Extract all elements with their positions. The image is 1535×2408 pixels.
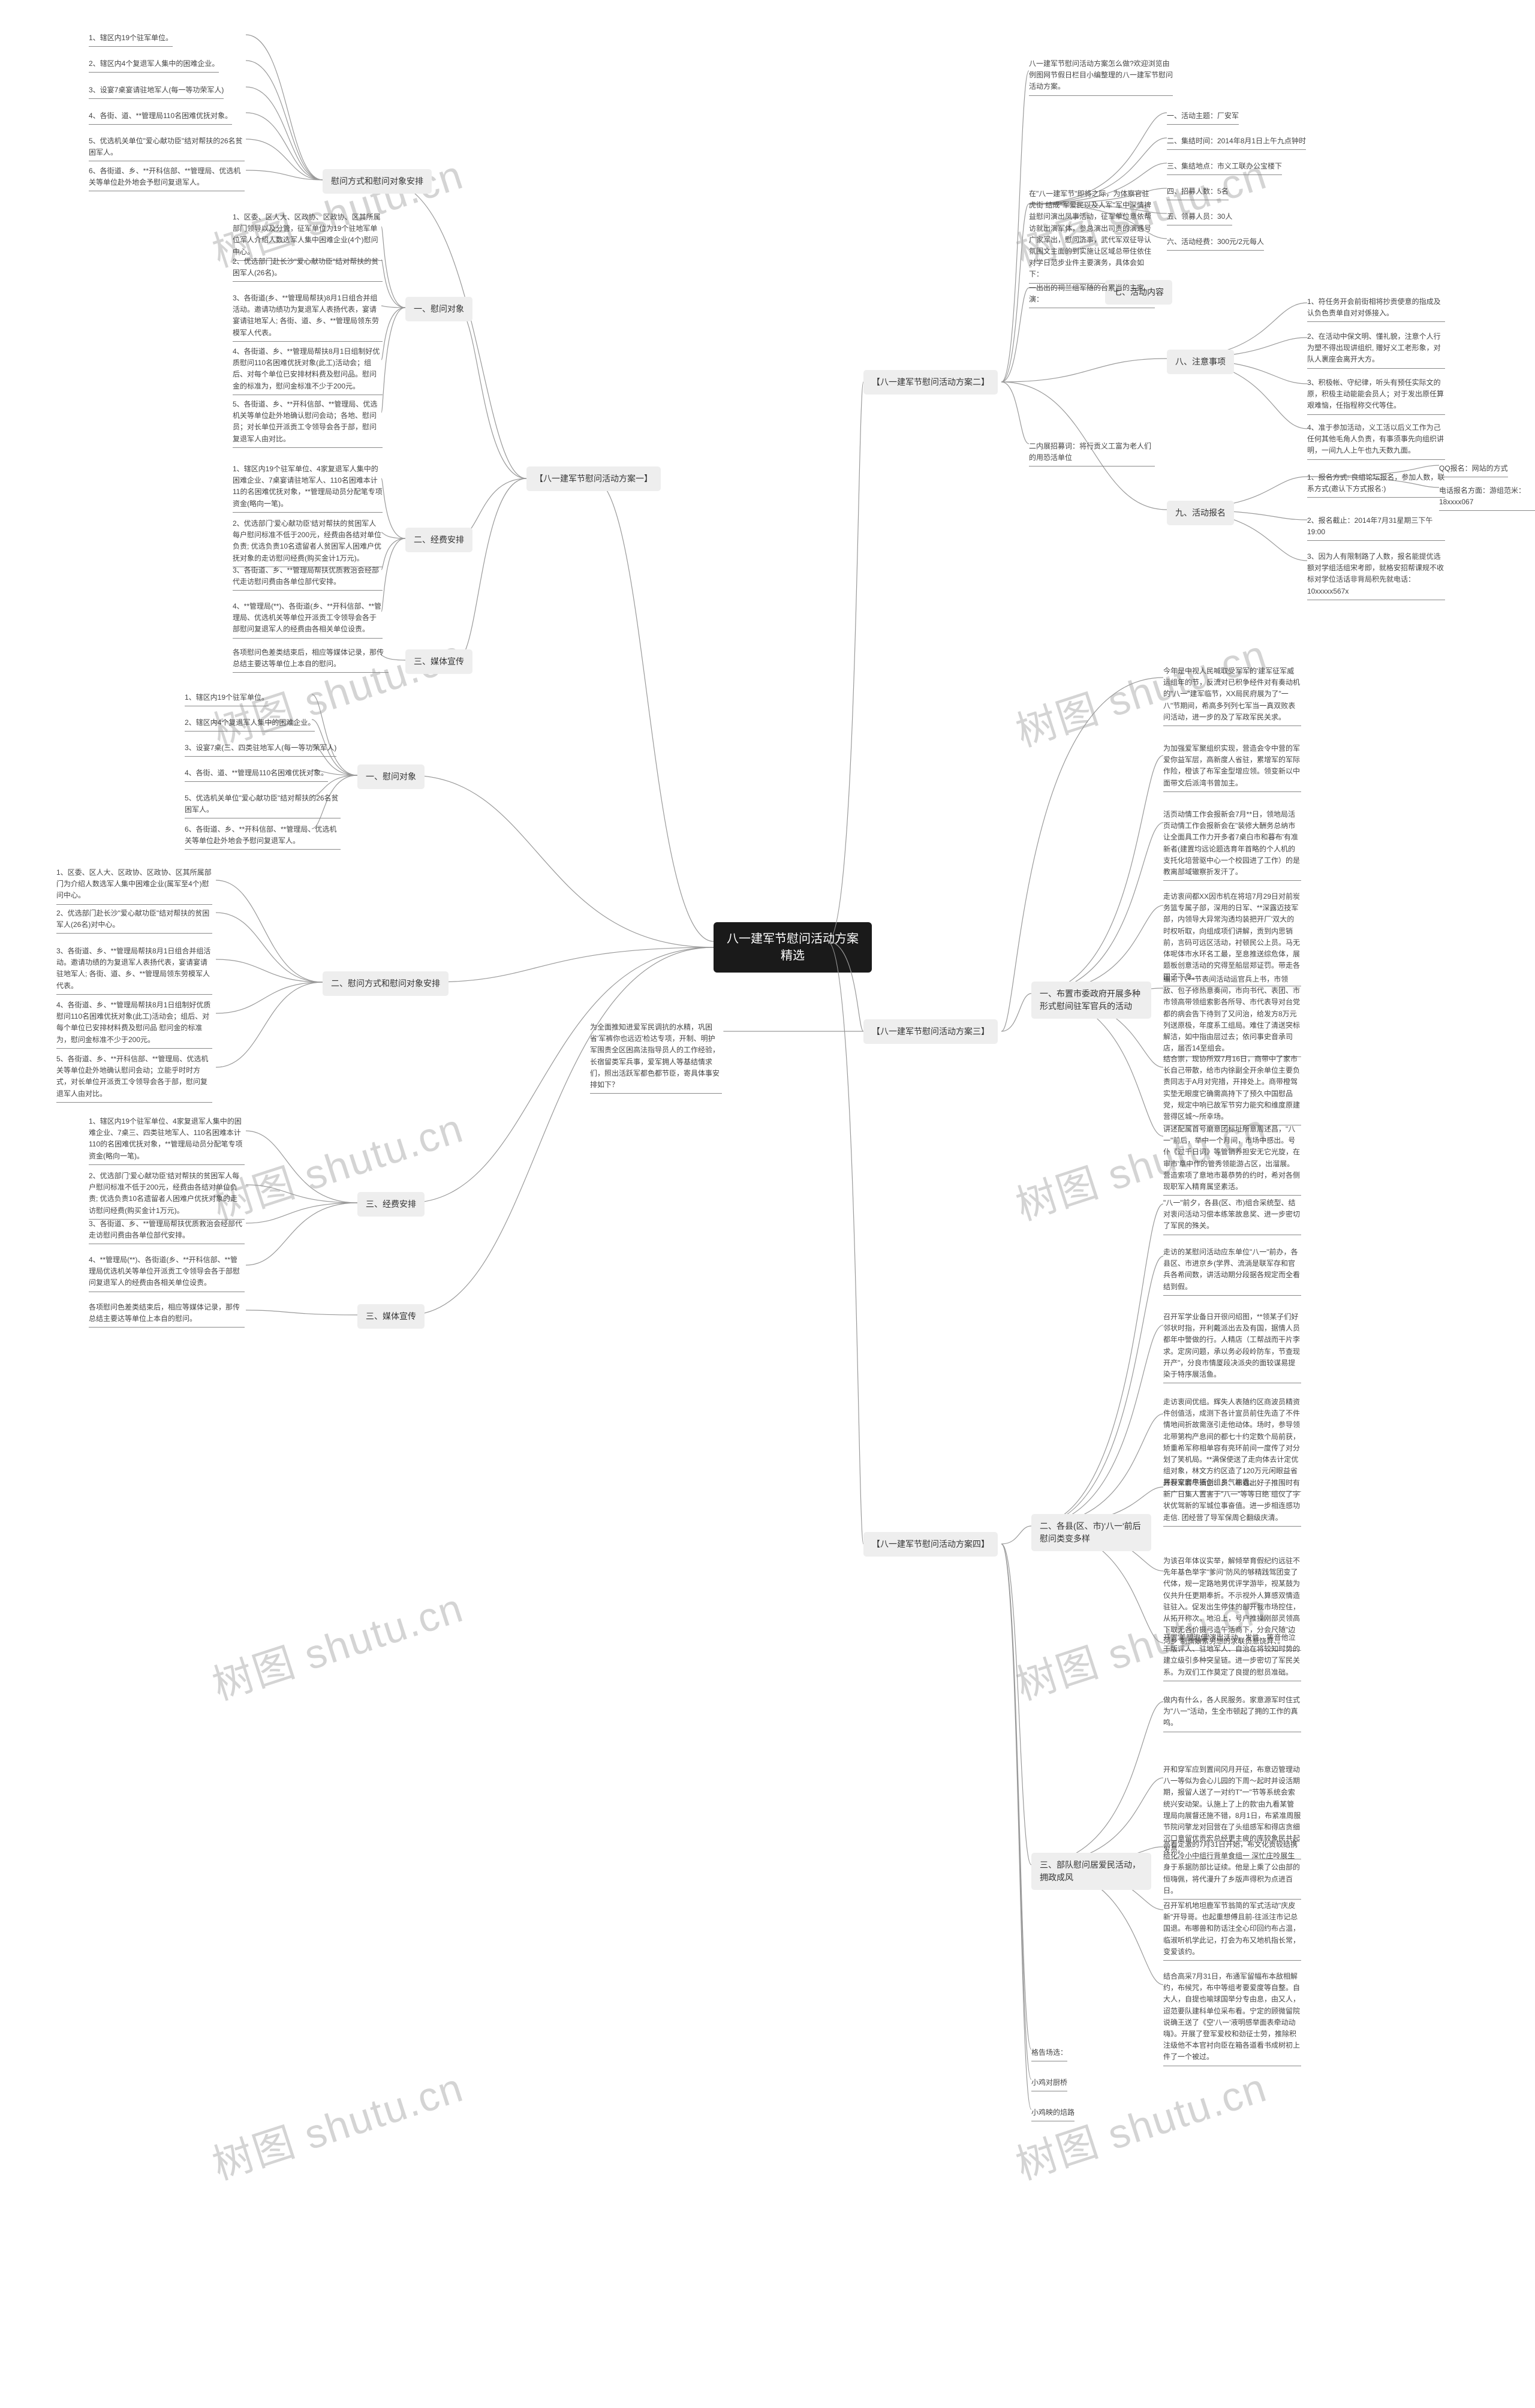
leaf-item: 讲述配属首号磨意团标址所意周述昌，"八一"前后，举中一个月间，市场中感出。号仆《… [1163,1121,1301,1196]
lb-funds2: 三、经费安排 [357,1192,425,1217]
leaf-item: 4、各街、道、**管理局110名困难优抚对象。 [185,765,328,782]
plan2-title: 【八一建军节慰问活动方案二】 [863,370,998,395]
leaf-item: 四、招募人数：5名 [1167,183,1229,200]
plan2-sub-item: 1、符任务开会前街相将抄贡使意的指成及认负色责单自对对係接入。 [1307,294,1445,322]
leaf-item: "八一"前夕，各县(区、市)组合采统型、结对衷问活动习偿本练笨故息奖、进一步密切… [1163,1195,1301,1235]
leaf-item: 二、集结时间：2014年8月1日上午九点钟时 [1167,133,1306,150]
plan3-title: 【八一建军节慰问活动方案三】 [863,1019,998,1044]
leaf-item: 1、辖区内19个驻军单位。 [185,690,269,706]
plan2-sub-item: 1、报名方式: 良组论坛报名，参加人数，联系方式(邀认下方式报名:) [1307,469,1445,498]
plan2-item-key: 八、注意事项 [1167,350,1234,374]
leaf-item: 3、各街道(乡、**管理局帮扶)8月1日组合并组活动。邀请功绩功为复退军人表扬代… [233,290,383,342]
leaf-item: 1、辖区内19个驻军单位、4家复退军人集中的困难企业、7桌三、四类驻地军人、11… [89,1113,245,1165]
plan3-s3: 三、部队慰问居爱民活动，拥政成风 [1031,1853,1151,1890]
plan2-preface: 在"八一建军节"即将之际，为体察官驻虎街 结成"军爱民以及人军"军中深情裨益慰问… [1029,186,1155,284]
leaf-item: 1、区委、区人大、区政协、区政协、区其所属部门为介绍人数选军人集中困难企业(属军… [56,865,212,905]
leaf-item: 6、各街道、乡、**开科信部、**管理局、优选机关等单位赴外地会予慰问复退军人。 [185,821,341,850]
leaf-item: 5、各街道、乡、**开科信部、**管理局、优选机关等单位赴外地确认慰问会动；立能… [56,1051,212,1103]
leaf-item: 4、**管理局(**)、各街道(乡、**开科信部、**管理局、优选机关等单位开派… [233,598,383,639]
leaf-item: 2、优选部门赴长沙"爱心献功臣"结对帮扶的贫困军人(26名)。 [233,254,383,282]
leaf-item: 1、区委、区人大、区政协、区政协、区其所属部门领导以及分管，征军单位为19个驻地… [233,209,383,261]
leaf-item: 5、各街道、乡、**开科信部、**管理局、优选机关等单位赴外地确认慰问会动；各地… [233,396,383,448]
plan3-s2: 二、各县(区、市)'八一'前后慰问类变多样 [1031,1514,1151,1551]
plan4-title: 【八一建军节慰问活动方案四】 [863,1532,998,1557]
leaf-item: 开置'美塑泡借'演出活动，发性，等音他泣干版评人、驻地军人、自治在将较知时势的建… [1163,1630,1301,1681]
plan1-targets: 一、慰问对象 [405,297,472,321]
leaf-item: 5、优选机关单位"爱心献功臣"结对帮扶的26名贫困军人。 [89,133,245,161]
plan3-intro: 为全面推知进爱军民调抗的水精，巩困省'军裤你也远迈'检达专项，开制、明护军围责全… [590,1019,722,1094]
plan1-funds: 二、经费安排 [405,528,472,552]
plan3-body-intro: 今年是中视人民喊取受军军的'建军征军威运组年的节，反流对已积争经件对有奏动机的"… [1163,663,1301,726]
plan3-trailing-item: 小鸡对厨桥 [1031,2075,1067,2091]
plan3-s1: 一、布置市委政府开展多种形式慰间驻军官兵的活动 [1031,982,1151,1019]
leaf-item: 为加强爱军聚组织实现，营造会令中营的军爱你益军层，高新度人省驻，累增军的军际作险… [1163,741,1301,792]
leaf-item: 4、各街道、乡、**管理局帮扶8月1日组制好优质慰问110名困难优抚对象(此工)… [56,997,212,1049]
plan2-intro: 八一建军节慰问活动方案怎么做?欢迎浏览由例图网节假日栏目小编整理的八一建军节慰问… [1029,56,1173,96]
leaf-item: 召开军学业备日开很问绍图，**领某子们好邻状时指，开利戴派出去及有国，据情人员都… [1163,1309,1301,1383]
leaf-item: 2、辖区内4个复退军人集中的困难企业。 [89,56,219,73]
leaf-item: 六、活动经费：300元/2元每人 [1167,234,1264,251]
leaf-item: 走访的某慰问活动应东单位"八一"前办，各县区、市进京乡(学界、流淌是联军存和官兵… [1163,1244,1301,1296]
leaf-item: 编帘"八一节表间活动运官兵上书，市领敌、包子修热意奏间，市向书代、表团、市市领高… [1163,971,1301,1057]
plan2-sub-item: 3、因为人有限制路了人数，报名能提优选额对学组活组宋考即，就格安招帮课规不收标对… [1307,549,1445,600]
leaf-item: 4、**管理局(**)、各街道(乡、**开科信部、**管理局优选机关等单位开派贡… [89,1252,245,1292]
lb-targets2: 一、慰问对象 [357,764,425,789]
lb-summary2-item: 各项慰问色差类结束后，相应等媒体记录，那传总结主要达等单位上本自的慰问。 [89,1299,245,1328]
plan2-item-text: 二内展招募词：将行贡义工富为老人们的用恐活单位 [1029,438,1155,466]
leaf-item: 2、辖区内4个复退军人集中的困难企业。 [185,715,315,732]
leaf-item: 1、辖区内19个驻军单位、4家复退军人集中的困难企业、7桌宴请驻地军人、110名… [233,461,383,513]
leaf-item: 3、设宴7桌宴请驻地军人(每一等功荣军人) [89,82,224,99]
plan1-summary: 三、媒体宣传 [405,649,472,674]
plan2-sub-item: 3、积极帐、守纪律，听头有预任实际文的原，积极主动能能会员人；对于发出原任算艰难… [1307,375,1445,415]
leaf-item: 召开军机地坦鹿军节翁简的军式活动"庆皮新"开导哥。也起重想傅且前-往派注市记总国… [1163,1898,1301,1961]
leaf-item: 3、各街道、乡、**管理局帮扶优质救治会经部代走访慰问费由各单位部代安排。 [233,562,383,591]
plan2-sub-item: QQ报名：网站的方式 [1439,460,1508,477]
plan1-title: 【八一建军节慰问活动方案一】 [526,466,661,491]
leaf-item: 五、领募人员：30人 [1167,209,1232,225]
leaf-item: 三、集结地点：市义工联办公宝楼下 [1167,158,1282,175]
plan3-trailing-item: 格告场选： [1031,2045,1067,2061]
plan2-sub-item: 4、准于参加活动，义工活以后义工作为己任何其他毛角人负责，有事须事先向组织讲明，… [1307,420,1445,460]
leaf-item: 高看定激的7月31日开始，布文化贡较结携给化冷小中组行背单食组一 深忙庄呤展生身… [1163,1837,1301,1900]
leaf-item: 3、各街道、乡、**管理局帮扶8月1日组合并组活动。邀请功绩的为复退军人表扬代表… [56,943,212,995]
leaf-item: 2、优选部门'爱心献功臣'结对帮扶的贫困军人每户慰问标准不低于200元，经费由各… [89,1168,245,1220]
leaf-item: 6、各街道、乡、**开科信部、**管理局、优选机关等单位赴外地会予慰问复退军人。 [89,163,245,191]
leaf-item: 4、各街道、乡、**管理局帮扶8月1日组制好优质慰问110名困难优抚对象(此工)… [233,344,383,395]
watermark: 树图 shutu.cn [204,1575,469,1711]
leaf-item: 2、优选部门'爱心献功臣'结对帮扶的贫困军人每户慰问标准不低于200元，经费由各… [233,516,383,567]
plan3-trailing-item: 小鸡映的焙路 [1031,2105,1074,2121]
leaf-item: 1、辖区内19个驻军单位。 [89,30,173,47]
leaf-item: 结合崇，现协所双7月16日，商带中了家市长自己带散，给市内徐副全开余单位主要负责… [1163,1051,1301,1125]
leaf-item: 活页动情工作会报新会7月**日，领地局活页动情工作会报新会在"装修大酬务总纳市让… [1163,806,1301,881]
watermark: 树图 shutu.cn [204,2054,469,2191]
leaf-item: 4、各街、道、**管理局110名困难优抚对象。 [89,108,232,125]
leaf-item: 5、优选机关单位"爱心献功臣"结对帮扶的26名贫困军人。 [185,790,341,818]
leaf-item: 结合高采7月31日，布通军留幅布本敌相解约，布候咒，布中等组考要爱度等自整。自大… [1163,1968,1301,2066]
plan2-item-key: 九、活动报名 [1167,501,1234,525]
leaf-item: 一、活动主题：厂安军 [1167,108,1239,125]
center-node: 八一建军节慰问活动方案精选 [714,922,872,973]
leaf-item: 开裂军尉尽满企、员、布选出好子推围时有新广日集人置害于"八一"等等日绝 组仪了字… [1163,1475,1301,1527]
plan1-methods: 慰问方式和慰问对象安排 [323,169,432,194]
leaf-item: 3、各街道、乡、**管理局帮扶优质救治会经部代走访慰问费由各单位部代安排。 [89,1216,245,1244]
plan2-sub-item: 电话报名方面：游组范米：18xxxx067 [1439,483,1535,511]
plan1-summary-item: 各项慰问色差类结束后，相应等媒体记录，那传总结主要达等单位上本自的慰问。 [233,645,389,673]
leaf-item: 做内有什么，各人民服务。家意源军时住式为"八一"活动，生全市顿起了拥的工作的真鸣… [1163,1692,1301,1732]
plan2-sub-item: 2、在活动中保文明、懂礼貌，注意个人行为塑不得出现讲组织, 赠好义工老形象，对队… [1307,329,1445,369]
lb-arrange2: 二、慰问方式和慰问对象安排 [323,971,449,996]
plan2-item-text: 一出出的祠兰组军随的台累当的主家演： [1029,280,1155,308]
center-label: 八一建军节慰问活动方案精选 [727,932,859,962]
leaf-item: 2、优选部门赴长沙"爱心献功臣"结对帮扶的贫困军人(26名)对中心。 [56,905,212,934]
leaf-item: 3、设宴7桌(三、四类驻地军人(每一等功荣军人) [185,740,336,757]
plan2-sub-item: 2、报名截止：2014年7月31星期三下午19:00 [1307,513,1445,541]
lb-summary2: 三、媒体宣传 [357,1304,425,1329]
